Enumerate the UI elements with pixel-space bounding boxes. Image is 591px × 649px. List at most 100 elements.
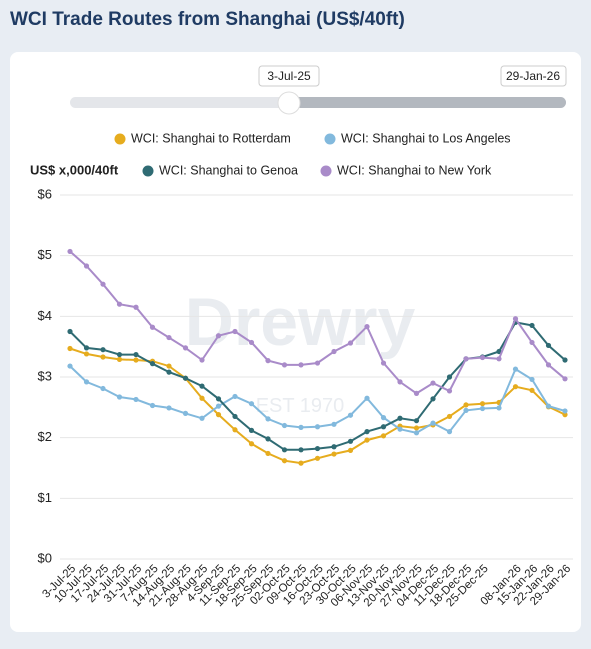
data-point [265,450,271,457]
data-point [562,408,568,414]
data-point [67,363,73,369]
data-point [298,362,304,368]
data-point [364,395,370,401]
data-point [314,360,321,366]
data-point [67,328,73,335]
data-point [331,421,337,427]
data-point [265,436,271,442]
data-point [562,376,568,382]
data-point [529,339,535,346]
data-point [347,438,354,444]
data-point [413,418,420,424]
data-point [380,415,387,421]
data-point [347,412,354,418]
y-tick-label: $6 [38,186,52,201]
data-point [116,356,123,363]
data-point [83,345,90,351]
slider-range [289,97,566,108]
slider-start-label: 3-Jul-25 [267,69,311,83]
watermark-brand: Drewry [185,284,416,360]
slider-handle[interactable] [277,91,301,115]
data-point [562,412,568,418]
data-point [298,460,304,466]
data-point [512,366,519,372]
data-point [182,345,189,351]
data-point [298,424,304,430]
legend-item[interactable]: WCI: Shanghai to Genoa [142,163,299,177]
data-point [479,405,486,412]
data-point [67,345,73,352]
data-point [479,354,486,361]
data-point [265,416,271,422]
data-point [430,396,436,402]
data-point [199,415,205,421]
legend-label: WCI: Shanghai to Genoa [159,163,298,177]
data-point [479,401,486,407]
data-point [199,383,205,389]
data-point [463,402,469,408]
data-point [116,351,123,358]
data-point [100,354,106,360]
data-point [149,324,156,330]
data-point [347,340,354,346]
data-point [182,375,189,381]
y-tick-label: $2 [38,429,52,444]
data-point [166,363,172,369]
data-point [281,362,288,368]
legend-marker [114,133,126,145]
data-point [67,248,73,255]
slider-start-box [258,65,320,87]
data-point [100,385,106,392]
data-point [496,348,502,355]
data-point [83,351,90,357]
data-point [545,342,552,349]
data-point [545,403,552,409]
data-point [331,348,337,355]
data-point [248,427,255,433]
data-point [397,379,403,385]
legend-marker [142,165,154,177]
data-point [133,351,139,358]
data-point [562,357,568,363]
data-point [364,429,370,435]
legend-item[interactable]: WCI: Shanghai to New York [320,163,492,177]
data-point [331,444,337,450]
data-point [380,360,387,366]
data-point [166,405,172,411]
data-point [331,451,337,457]
data-point [413,390,420,396]
data-point [232,427,238,433]
data-point [380,424,387,430]
data-point [413,425,420,431]
data-point [83,379,90,385]
data-point [446,374,453,380]
data-point [215,412,222,418]
data-point [149,402,156,409]
data-point [248,441,255,447]
data-point [149,361,156,367]
legend-marker [320,165,332,177]
data-point [380,433,387,439]
page-title: WCI Trade Routes from Shanghai (US$/40ft… [10,9,405,30]
data-point [298,447,304,453]
legend-item[interactable]: WCI: Shanghai to Rotterdam [114,131,291,145]
data-point [314,424,321,430]
data-point [166,334,172,341]
data-point [364,324,370,330]
data-point [413,430,420,436]
slider-end-box [500,65,567,87]
data-point [529,376,535,383]
data-point [232,393,238,400]
data-point [397,426,403,432]
data-point [133,396,139,403]
legend-item[interactable]: WCI: Shanghai to Los Angeles [324,131,511,145]
data-point [545,362,552,368]
y-axis-label: US$ x,000/40ft [30,162,119,177]
data-point [133,304,139,310]
data-point [232,328,238,335]
legend-label: WCI: Shanghai to New York [337,163,492,177]
data-point [199,357,205,363]
data-point [199,395,205,401]
